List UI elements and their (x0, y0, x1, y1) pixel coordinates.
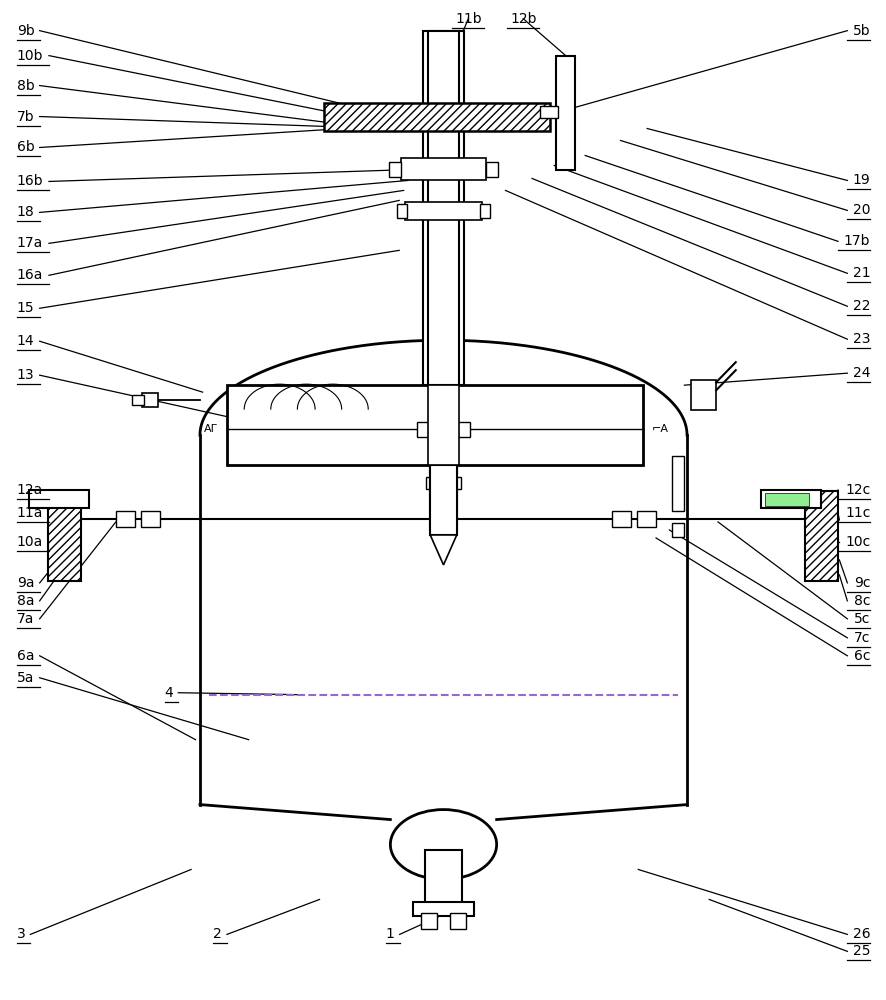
Bar (226, 385, 642, 465)
Text: 10c: 10c (844, 535, 869, 549)
Text: 8b: 8b (17, 79, 35, 93)
Bar (486, 162, 497, 177)
Text: 5a: 5a (17, 671, 34, 685)
Bar (412, 902, 474, 916)
Bar (427, 385, 459, 465)
Text: 11b: 11b (455, 12, 481, 26)
Text: 3: 3 (17, 927, 26, 941)
Text: 16a: 16a (17, 268, 43, 282)
Bar (229, 428, 640, 462)
Text: AΓ: AΓ (204, 424, 217, 434)
Bar (479, 204, 490, 218)
Bar (672, 456, 684, 511)
Text: 12b: 12b (509, 12, 536, 26)
Bar (434, 437, 452, 477)
Bar (764, 493, 808, 506)
Text: 1: 1 (385, 927, 394, 941)
Bar (323, 103, 549, 131)
Text: 18: 18 (17, 205, 35, 219)
Bar (424, 850, 462, 904)
Text: 23: 23 (852, 332, 869, 346)
Bar (672, 523, 684, 537)
Text: 11c: 11c (844, 506, 869, 520)
Bar (116, 511, 136, 527)
Bar (611, 511, 631, 527)
Text: 17b: 17b (843, 234, 869, 248)
Text: 5c: 5c (853, 612, 869, 626)
Text: 9c: 9c (853, 576, 869, 590)
Text: 13: 13 (17, 368, 35, 382)
Text: 7a: 7a (17, 612, 34, 626)
Text: 7c: 7c (853, 631, 869, 645)
Bar (400, 158, 486, 180)
Text: 14: 14 (17, 334, 35, 348)
Text: 26: 26 (851, 927, 869, 941)
Text: 6b: 6b (17, 140, 35, 154)
Bar (421, 913, 437, 929)
Bar (691, 380, 716, 410)
Text: 8c: 8c (853, 594, 869, 608)
Text: 2: 2 (213, 927, 222, 941)
Bar (540, 106, 557, 118)
Bar (759, 490, 820, 508)
Text: 11a: 11a (17, 506, 43, 520)
Bar (143, 393, 159, 407)
Polygon shape (430, 535, 456, 565)
Text: 19: 19 (851, 173, 869, 187)
Text: 6c: 6c (853, 649, 869, 663)
Bar (423, 31, 463, 385)
Text: 12a: 12a (17, 483, 43, 497)
Bar (141, 511, 160, 527)
Bar (556, 56, 575, 170)
Text: 20: 20 (852, 203, 869, 217)
Bar (804, 491, 837, 581)
Text: 4: 4 (164, 686, 173, 700)
Bar (405, 202, 481, 220)
Text: 17a: 17a (17, 236, 43, 250)
Bar (636, 511, 656, 527)
Text: 10a: 10a (17, 535, 43, 549)
Text: 12c: 12c (844, 483, 869, 497)
Text: 24: 24 (852, 366, 869, 380)
Text: 10b: 10b (17, 49, 43, 63)
Bar (449, 913, 465, 929)
Text: 25: 25 (852, 944, 869, 958)
Bar (425, 477, 461, 489)
Bar (430, 465, 456, 530)
Text: 6a: 6a (17, 649, 34, 663)
Text: 9a: 9a (17, 576, 34, 590)
Text: 7b: 7b (17, 110, 35, 124)
Text: 5b: 5b (851, 24, 869, 38)
Bar (430, 465, 456, 535)
Bar (389, 162, 400, 177)
Text: 15: 15 (17, 301, 35, 315)
Text: 21: 21 (851, 266, 869, 280)
Bar (48, 491, 82, 581)
Bar (29, 490, 89, 508)
Bar (416, 422, 470, 437)
Text: ⌐A: ⌐A (651, 424, 668, 434)
Text: 22: 22 (852, 299, 869, 313)
Bar (229, 387, 640, 429)
Bar (396, 204, 407, 218)
Text: 16b: 16b (17, 174, 43, 188)
Ellipse shape (390, 810, 496, 879)
Bar (132, 395, 144, 405)
Text: 9b: 9b (17, 24, 35, 38)
Text: 8a: 8a (17, 594, 34, 608)
Bar (427, 31, 459, 385)
